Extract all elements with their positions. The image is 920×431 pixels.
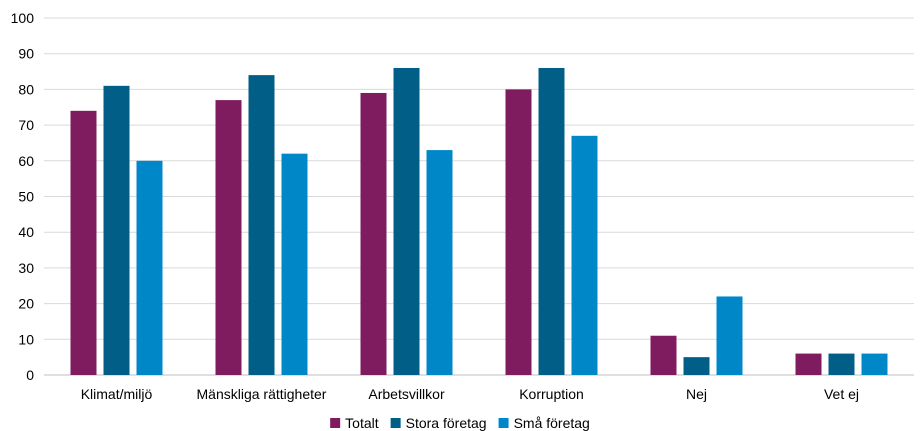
bar-stora-företag-2	[248, 75, 275, 376]
bar-små-företag-3	[426, 150, 453, 375]
legend-label: Små företag	[514, 415, 590, 431]
bar-totalt-1	[70, 110, 97, 375]
bar-små-företag-1	[136, 160, 163, 375]
x-category-label: Mänskliga rättigheter	[197, 386, 327, 402]
bar-totalt-6	[795, 353, 822, 375]
bar-stora-företag-4	[538, 67, 565, 375]
bar-stora-företag-5	[683, 357, 710, 375]
x-category-label: Nej	[686, 386, 707, 402]
legend-swatch	[390, 418, 401, 428]
bar-små-företag-5	[716, 296, 743, 375]
x-category-label: Klimat/miljö	[81, 386, 153, 402]
x-category-label: Arbetsvillkor	[368, 386, 445, 402]
x-category-label: Korruption	[519, 386, 584, 402]
legend-label: Totalt	[345, 415, 379, 431]
y-tick-label: 90	[18, 46, 34, 62]
y-tick-label: 70	[18, 117, 34, 133]
y-tick-label: 20	[18, 296, 34, 312]
bar-små-företag-4	[571, 135, 598, 375]
y-tick-label: 60	[18, 153, 34, 169]
y-axis-tick-labels: 0 10 20 30 40 50 60 70 80 90 100	[11, 10, 35, 383]
bar-stora-företag-6	[828, 353, 855, 375]
bar-totalt-3	[360, 92, 387, 375]
bar-totalt-5	[650, 335, 677, 375]
x-category-label: Vet ej	[824, 386, 859, 402]
y-tick-label: 100	[11, 10, 35, 26]
x-axis-category-labels: Klimat/miljö Mänskliga rättigheter Arbetsv…	[81, 386, 859, 402]
y-tick-label: 40	[18, 224, 34, 240]
legend-swatch	[498, 418, 509, 428]
y-tick-label: 30	[18, 260, 34, 276]
gridlines	[44, 17, 914, 376]
y-tick-label: 10	[18, 331, 34, 347]
legend-swatch	[330, 418, 341, 428]
bar-stora-företag-3	[393, 67, 420, 375]
bar-stora-företag-1	[103, 85, 130, 375]
bars	[70, 67, 888, 376]
y-tick-label: 50	[18, 189, 34, 205]
y-tick-label: 80	[18, 81, 34, 97]
legend: Totalt Stora företag Små företag	[330, 415, 590, 431]
bar-små-företag-2	[281, 153, 308, 375]
y-tick-label: 0	[26, 367, 34, 383]
bar-totalt-4	[505, 89, 532, 376]
bar-totalt-2	[215, 100, 242, 376]
bar-små-företag-6	[861, 353, 888, 375]
legend-label: Stora företag	[406, 415, 487, 431]
